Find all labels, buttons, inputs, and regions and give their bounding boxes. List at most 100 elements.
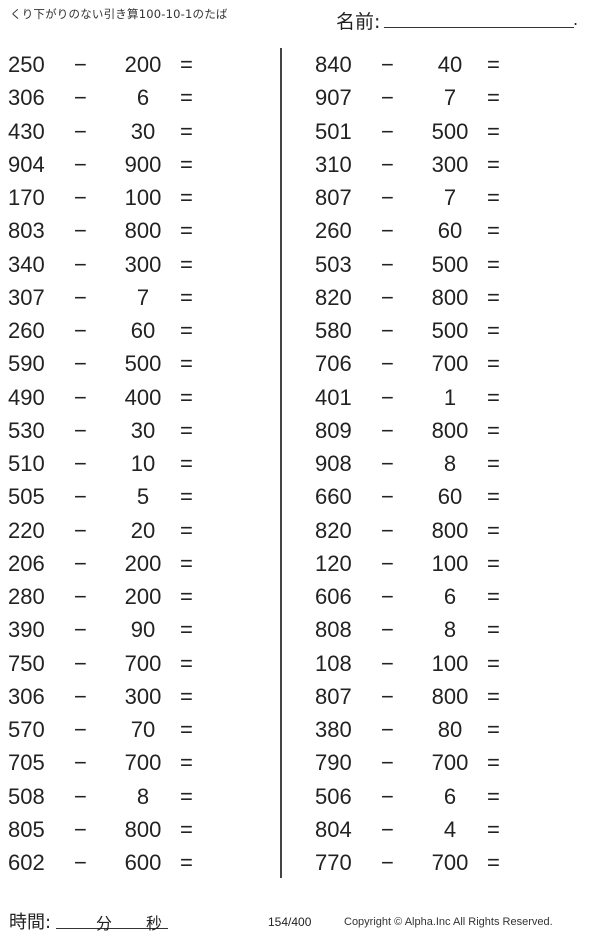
answer-field[interactable] [208, 518, 278, 544]
answer-field[interactable] [515, 185, 585, 211]
answer-field[interactable] [515, 451, 585, 477]
minus-sign: − [74, 384, 87, 410]
equals-sign: = [487, 783, 500, 809]
minuend: 803 [8, 218, 45, 244]
answer-field[interactable] [208, 617, 278, 643]
equals-sign: = [487, 218, 500, 244]
answer-field[interactable] [515, 52, 585, 78]
answer-field[interactable] [515, 418, 585, 444]
answer-field[interactable] [515, 252, 585, 278]
subtrahend: 700 [431, 750, 469, 776]
time-field[interactable] [56, 928, 168, 929]
answer-field[interactable] [515, 684, 585, 710]
answer-field[interactable] [515, 218, 585, 244]
equals-sign: = [180, 750, 193, 776]
minus-sign: − [74, 617, 87, 643]
answer-field[interactable] [208, 152, 278, 178]
answer-field[interactable] [208, 651, 278, 677]
minus-sign: − [74, 850, 87, 875]
equals-sign: = [180, 52, 193, 77]
answer-field[interactable] [208, 717, 278, 743]
answer-field[interactable] [515, 584, 585, 610]
subtrahend: 700 [124, 750, 162, 776]
answer-field[interactable] [515, 817, 585, 843]
equals-sign: = [180, 484, 193, 510]
answer-field[interactable] [515, 484, 585, 510]
minuend: 804 [315, 816, 352, 842]
answer-field[interactable] [208, 784, 278, 810]
minus-sign: − [381, 617, 394, 643]
subtrahend: 500 [124, 351, 162, 377]
subtrahend: 40 [437, 52, 463, 77]
time-label: 時間: [9, 912, 52, 933]
subtrahend: 100 [124, 185, 162, 210]
answer-field[interactable] [515, 285, 585, 311]
answer-field[interactable] [208, 185, 278, 211]
minuend: 506 [315, 783, 352, 809]
answer-field[interactable] [208, 385, 278, 411]
answer-field[interactable] [515, 85, 585, 111]
answer-field[interactable] [515, 318, 585, 344]
minuend: 260 [315, 218, 352, 244]
equals-sign: = [487, 717, 500, 742]
minus-sign: − [74, 52, 87, 77]
answer-field[interactable] [515, 152, 585, 178]
answer-field[interactable] [515, 617, 585, 643]
answer-field[interactable] [208, 318, 278, 344]
answer-field[interactable] [208, 584, 278, 610]
answer-field[interactable] [515, 119, 585, 145]
answer-field[interactable] [515, 385, 585, 411]
name-end-mark: . [573, 10, 579, 29]
equals-sign: = [487, 185, 500, 210]
minus-sign: − [381, 384, 394, 410]
answer-field[interactable] [208, 119, 278, 145]
equals-sign: = [487, 351, 500, 377]
minuend: 706 [315, 351, 352, 377]
equals-sign: = [180, 185, 193, 210]
answer-field[interactable] [515, 750, 585, 776]
equals-sign: = [487, 284, 500, 310]
answer-field[interactable] [208, 218, 278, 244]
equals-sign: = [180, 351, 193, 377]
subtrahend: 8 [443, 617, 457, 643]
column-divider [280, 48, 282, 878]
answer-field[interactable] [515, 784, 585, 810]
equals-sign: = [180, 118, 193, 144]
subtrahend: 90 [130, 617, 156, 643]
minuend: 908 [315, 451, 352, 476]
answer-field[interactable] [515, 551, 585, 577]
minuend: 306 [8, 85, 45, 111]
answer-field[interactable] [208, 750, 278, 776]
subtrahend: 60 [437, 218, 463, 244]
name-field[interactable] [384, 27, 574, 28]
minuend: 120 [315, 550, 352, 576]
equals-sign: = [180, 850, 193, 875]
equals-sign: = [180, 417, 193, 443]
answer-field[interactable] [515, 518, 585, 544]
answer-field[interactable] [208, 418, 278, 444]
minus-sign: − [74, 185, 87, 210]
answer-field[interactable] [208, 684, 278, 710]
answer-field[interactable] [515, 651, 585, 677]
answer-field[interactable] [208, 252, 278, 278]
answer-field[interactable] [208, 285, 278, 311]
minus-sign: − [381, 185, 394, 210]
minuend: 750 [8, 650, 45, 676]
equals-sign: = [180, 284, 193, 310]
equals-sign: = [487, 617, 500, 643]
answer-field[interactable] [208, 85, 278, 111]
worksheet-title: くり下がりのない引き算100-10-1のたば [10, 7, 228, 21]
answer-field[interactable] [208, 484, 278, 510]
equals-sign: = [487, 151, 500, 177]
answer-field[interactable] [208, 850, 278, 876]
answer-field[interactable] [515, 717, 585, 743]
answer-field[interactable] [515, 351, 585, 377]
answer-field[interactable] [208, 351, 278, 377]
subtrahend: 10 [130, 451, 156, 476]
answer-field[interactable] [208, 451, 278, 477]
answer-field[interactable] [208, 52, 278, 78]
subtrahend: 700 [124, 650, 162, 676]
answer-field[interactable] [208, 551, 278, 577]
answer-field[interactable] [208, 817, 278, 843]
answer-field[interactable] [515, 850, 585, 876]
